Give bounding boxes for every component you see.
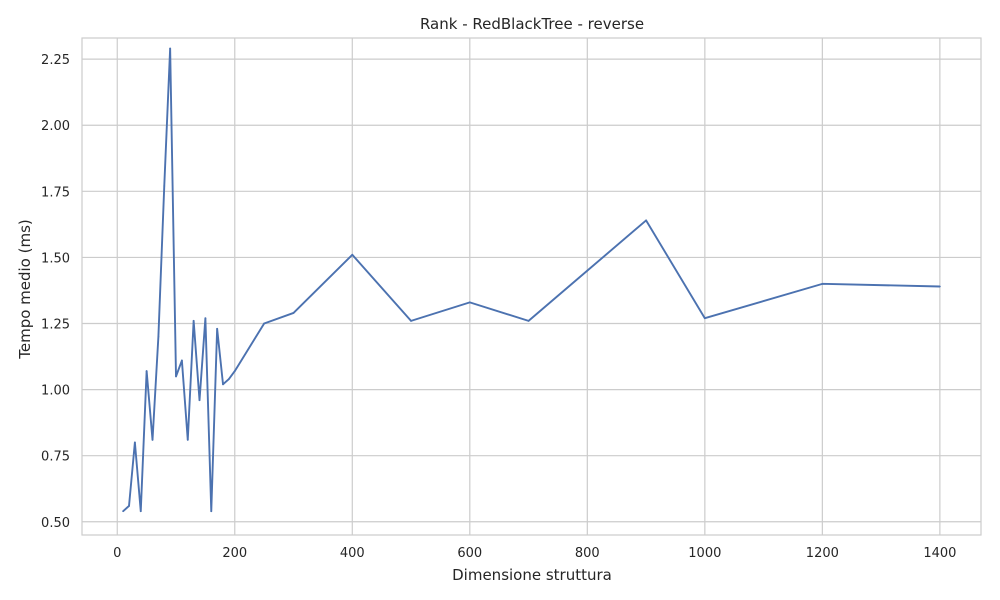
data-point <box>151 438 154 441</box>
y-tick-label: 2.25 <box>41 53 70 68</box>
data-point <box>821 282 824 285</box>
data-point <box>175 375 177 378</box>
y-tick-labels: 0.50 0.75 1.00 1.25 1.50 1.75 2.00 2.25 <box>41 53 70 531</box>
y-axis-title: Tempo medio (ms) <box>16 219 34 360</box>
x-tick-label: 800 <box>575 546 600 561</box>
data-point <box>586 269 589 272</box>
x-tick-label: 1400 <box>923 546 956 561</box>
y-tick-label: 0.75 <box>41 450 70 465</box>
data-point <box>198 399 201 402</box>
x-tick-label: 1200 <box>806 546 839 561</box>
data-point <box>222 383 224 386</box>
data-point <box>145 370 148 372</box>
x-tick-labels: 0 200 400 600 800 1000 1200 1400 <box>113 546 956 561</box>
data-point <box>216 327 219 330</box>
data-point <box>192 319 195 322</box>
y-tick-label: 1.25 <box>41 318 70 333</box>
data-point <box>133 441 136 444</box>
plot-frame <box>81 37 982 536</box>
data-point <box>527 319 530 322</box>
y-tick-label: 2.00 <box>41 119 70 134</box>
y-tick-label: 1.00 <box>41 384 70 399</box>
x-tick-label: 200 <box>222 546 247 561</box>
x-tick-label: 1000 <box>688 546 721 561</box>
data-point <box>157 335 160 338</box>
data-point <box>210 510 213 513</box>
data-point <box>351 253 354 256</box>
data-point <box>163 185 166 187</box>
data-point <box>645 219 647 222</box>
y-tick-label: 1.75 <box>41 185 70 200</box>
data-point <box>263 322 266 325</box>
data-point <box>186 438 189 441</box>
y-tick-label: 0.50 <box>41 516 70 531</box>
data-point <box>122 510 125 513</box>
data-point <box>468 301 471 304</box>
data-point <box>180 359 183 362</box>
data-point <box>410 319 412 322</box>
data-point <box>227 378 230 380</box>
data-point <box>938 285 941 288</box>
x-tick-label: 600 <box>457 546 482 561</box>
series-line <box>122 47 940 513</box>
y-tick-label: 1.50 <box>41 251 70 266</box>
data-point <box>169 47 172 50</box>
series-layer <box>122 47 941 513</box>
chart-title: Rank - RedBlackTree - reverse <box>420 15 644 33</box>
data-point <box>292 312 295 314</box>
data-point <box>139 510 142 513</box>
data-point <box>204 317 207 320</box>
data-point <box>703 317 706 320</box>
grid <box>82 38 981 535</box>
x-axis-title: Dimensione struttura <box>452 566 612 584</box>
x-tick-label: 400 <box>340 546 365 561</box>
data-point <box>128 505 130 507</box>
data-point <box>233 370 236 372</box>
x-tick-label: 0 <box>113 546 121 561</box>
